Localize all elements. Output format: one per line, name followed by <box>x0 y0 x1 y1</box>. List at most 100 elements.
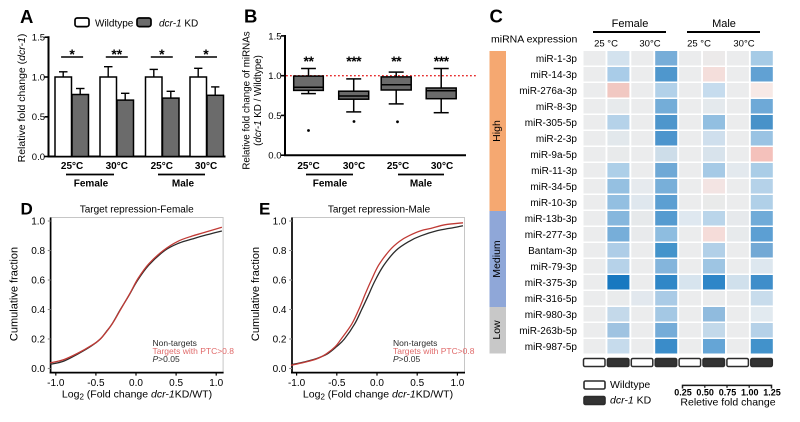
svg-text:Male: Male <box>712 18 736 30</box>
svg-text:Cumulative fraction: Cumulative fraction <box>9 247 21 341</box>
svg-text:25 °C: 25 °C <box>687 39 711 50</box>
svg-text:miR-14-3p: miR-14-3p <box>530 70 577 81</box>
svg-text:*: * <box>203 46 209 62</box>
svg-text:0.0: 0.0 <box>31 364 45 375</box>
svg-text:miR-277-3p: miR-277-3p <box>525 230 578 241</box>
svg-text:25°C: 25°C <box>387 161 409 172</box>
svg-text:0.5: 0.5 <box>410 378 424 389</box>
svg-text:1.0: 1.0 <box>268 71 281 82</box>
svg-text:Non-targets: Non-targets <box>393 338 437 348</box>
svg-text:miR-11-3p: miR-11-3p <box>531 166 577 177</box>
svg-text:0.25: 0.25 <box>674 388 692 398</box>
svg-text:dcr-1 KD: dcr-1 KD <box>610 395 652 407</box>
svg-text:Targets with PTC>0.8: Targets with PTC>0.8 <box>153 346 235 356</box>
svg-text:High: High <box>491 120 503 142</box>
svg-text:Female: Female <box>612 18 649 30</box>
svg-text:25°C: 25°C <box>151 161 173 172</box>
svg-text:miR-10-3p: miR-10-3p <box>530 198 577 209</box>
svg-text:Male: Male <box>410 179 433 190</box>
svg-text:0.0: 0.0 <box>268 151 281 162</box>
svg-text:miR-375-3p: miR-375-3p <box>525 278 578 289</box>
svg-text:30°C: 30°C <box>733 39 754 50</box>
svg-text:*: * <box>69 46 75 62</box>
svg-text:Target repression-Female: Target repression-Female <box>80 205 194 216</box>
svg-text:Log2 (Fold change dcr-1KD/WT): Log2 (Fold change dcr-1KD/WT) <box>303 389 453 402</box>
svg-text:Relative fold change (dcr-1): Relative fold change (dcr-1) <box>16 34 28 163</box>
svg-text:0.5: 0.5 <box>32 112 45 123</box>
svg-text:30°C: 30°C <box>195 161 217 172</box>
svg-text:dcr-1 KD: dcr-1 KD <box>159 19 198 30</box>
svg-text:1.00: 1.00 <box>741 388 759 398</box>
svg-text:Non-targets: Non-targets <box>153 338 197 348</box>
svg-text:0.5: 0.5 <box>268 111 281 122</box>
svg-text:Targets with PTC>0.8: Targets with PTC>0.8 <box>393 346 475 356</box>
svg-text:Log2 (Fold change dcr-1KD/WT): Log2 (Fold change dcr-1KD/WT) <box>62 389 212 402</box>
svg-text:(dcr-1 KD / Wildtype): (dcr-1 KD / Wildtype) <box>253 55 264 146</box>
svg-text:miR-305-5p: miR-305-5p <box>525 118 578 129</box>
svg-text:0.50: 0.50 <box>696 388 714 398</box>
svg-text:0.8: 0.8 <box>31 246 45 257</box>
svg-text:miR-316-5p: miR-316-5p <box>525 294 578 305</box>
svg-text:-1.0: -1.0 <box>47 378 65 389</box>
svg-text:1.0: 1.0 <box>209 378 223 389</box>
svg-text:Wildtype: Wildtype <box>95 19 134 30</box>
svg-text:0.5: 0.5 <box>169 378 183 389</box>
svg-text:miR-13b-3p: miR-13b-3p <box>525 214 578 225</box>
svg-text:30°C: 30°C <box>343 161 365 172</box>
svg-text:-0.5: -0.5 <box>87 378 105 389</box>
svg-text:miR-8-3p: miR-8-3p <box>536 102 578 113</box>
svg-text:30°C: 30°C <box>639 39 660 50</box>
svg-text:25°C: 25°C <box>61 161 83 172</box>
svg-text:0.2: 0.2 <box>31 334 45 345</box>
svg-text:Bantam-3p: Bantam-3p <box>528 246 577 257</box>
svg-text:1.0: 1.0 <box>273 216 287 227</box>
svg-text:1.5: 1.5 <box>268 31 281 42</box>
svg-text:D: D <box>21 200 33 219</box>
svg-text:Wildtype: Wildtype <box>610 379 650 391</box>
svg-text:miR-79-3p: miR-79-3p <box>530 262 577 273</box>
svg-text:Male: Male <box>172 179 195 190</box>
svg-text:**: ** <box>304 53 315 69</box>
svg-text:P>0.05: P>0.05 <box>393 354 420 364</box>
svg-text:Target repression-Male: Target repression-Male <box>328 205 431 216</box>
svg-text:Reletive fold change: Reletive fold change <box>680 397 775 409</box>
svg-text:0.4: 0.4 <box>31 305 45 316</box>
svg-text:Relative fold change of miRNAs: Relative fold change of miRNAs <box>242 31 253 169</box>
svg-text:miR-276a-3p: miR-276a-3p <box>519 86 577 97</box>
svg-text:miR-980-3p: miR-980-3p <box>525 310 578 321</box>
svg-text:0.6: 0.6 <box>273 275 287 286</box>
svg-text:E: E <box>259 200 270 219</box>
svg-text:*: * <box>159 46 165 62</box>
svg-text:***: *** <box>346 53 362 69</box>
svg-text:-0.5: -0.5 <box>328 378 346 389</box>
svg-text:30°C: 30°C <box>431 161 453 172</box>
svg-text:0.0: 0.0 <box>129 378 143 389</box>
svg-text:Medium: Medium <box>491 240 503 278</box>
svg-text:1.5: 1.5 <box>32 33 45 44</box>
svg-text:miR-263b-5p: miR-263b-5p <box>519 326 577 337</box>
svg-text:0.0: 0.0 <box>273 364 287 375</box>
svg-text:0.0: 0.0 <box>370 378 384 389</box>
svg-text:0.75: 0.75 <box>719 388 737 398</box>
svg-text:0.4: 0.4 <box>273 305 287 316</box>
svg-text:Low: Low <box>491 320 503 340</box>
svg-text:Female: Female <box>313 179 348 190</box>
svg-text:**: ** <box>391 53 402 69</box>
svg-text:0.8: 0.8 <box>273 246 287 257</box>
svg-text:C: C <box>490 6 503 27</box>
svg-text:25°C: 25°C <box>297 161 319 172</box>
svg-text:1.0: 1.0 <box>32 72 45 83</box>
svg-text:25 °C: 25 °C <box>594 39 618 50</box>
svg-text:1.0: 1.0 <box>31 216 45 227</box>
svg-text:**: ** <box>111 46 122 62</box>
svg-text:miR-2-3p: miR-2-3p <box>536 134 578 145</box>
svg-text:-1.0: -1.0 <box>288 378 306 389</box>
svg-text:miR-1-3p: miR-1-3p <box>536 54 578 65</box>
svg-text:A: A <box>20 6 33 27</box>
svg-text:B: B <box>244 6 257 27</box>
svg-text:P>0.05: P>0.05 <box>153 354 180 364</box>
svg-text:miR-987-5p: miR-987-5p <box>525 342 578 353</box>
svg-text:1.0: 1.0 <box>450 378 464 389</box>
svg-text:30°C: 30°C <box>106 161 128 172</box>
svg-text:miRNA expression: miRNA expression <box>491 34 578 46</box>
